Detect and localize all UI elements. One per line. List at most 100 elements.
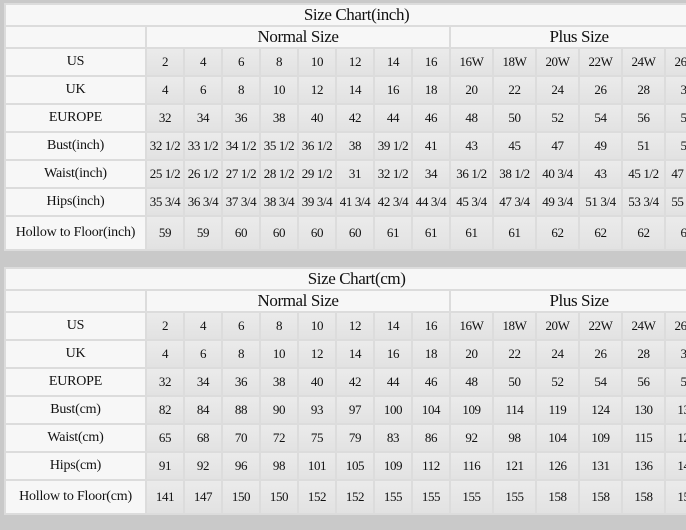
row-label: Waist(cm) — [6, 425, 145, 451]
size-value: 14 — [337, 77, 373, 103]
size-value: 61 — [413, 217, 449, 249]
size-value: 16W — [451, 313, 492, 339]
size-value: 22 — [494, 77, 535, 103]
size-value: 8 — [223, 77, 259, 103]
size-value: 52 — [537, 105, 578, 131]
size-value: 43 — [451, 133, 492, 159]
size-value: 36 1/2 — [299, 133, 335, 159]
size-value: 44 3/4 — [413, 189, 449, 215]
size-value: 109 — [580, 425, 621, 451]
size-value: 24W — [623, 313, 664, 339]
size-value: 60 — [223, 217, 259, 249]
size-value: 61 — [494, 217, 535, 249]
size-value: 38 — [261, 369, 297, 395]
size-value: 10 — [299, 49, 335, 75]
size-value: 141 — [666, 453, 686, 479]
size-value: 36 — [223, 369, 259, 395]
size-value: 46 — [413, 105, 449, 131]
size-value: 158 — [580, 481, 621, 513]
size-value: 109 — [375, 453, 411, 479]
size-value: 47 3/4 — [494, 189, 535, 215]
table-row: Bust(inch) 32 1/2 33 1/2 34 1/2 35 1/2 36 1/2… — [6, 133, 686, 159]
size-value: 59 — [185, 217, 221, 249]
size-value: 16W — [451, 49, 492, 75]
row-label: EUROPE — [6, 105, 145, 131]
size-value: 88 — [223, 397, 259, 423]
table-row: Bust(cm) 82 84 88 90 93 97 100 104 109 114 119 124 13… — [6, 397, 686, 423]
size-value: 32 1/2 — [147, 133, 183, 159]
chart-title: Size Chart(cm) — [6, 269, 686, 289]
size-value: 124 — [580, 397, 621, 423]
size-value: 24W — [623, 49, 664, 75]
size-value: 90 — [261, 397, 297, 423]
row-label: EUROPE — [6, 369, 145, 395]
size-value: 31 — [337, 161, 373, 187]
size-value: 20 — [451, 77, 492, 103]
size-value: 97 — [337, 397, 373, 423]
size-value: 10 — [261, 77, 297, 103]
size-value: 6 — [185, 77, 221, 103]
size-value: 14 — [337, 341, 373, 367]
size-value: 65 — [147, 425, 183, 451]
size-value: 59 — [147, 217, 183, 249]
size-value: 26 — [580, 77, 621, 103]
size-value: 115 — [623, 425, 664, 451]
size-value: 62 — [666, 217, 686, 249]
size-value: 28 — [623, 341, 664, 367]
size-value: 22W — [580, 49, 621, 75]
size-value: 42 — [337, 369, 373, 395]
size-group-row: Normal Size Plus Size — [6, 291, 686, 311]
size-value: 61 — [451, 217, 492, 249]
size-value: 34 — [185, 105, 221, 131]
empty-header-cell — [6, 27, 145, 47]
size-value: 22W — [580, 313, 621, 339]
size-value: 155 — [375, 481, 411, 513]
size-value: 8 — [261, 49, 297, 75]
size-value: 26W — [666, 49, 686, 75]
size-value: 121 — [666, 425, 686, 451]
size-value: 104 — [413, 397, 449, 423]
size-value: 49 3/4 — [537, 189, 578, 215]
size-value: 58 — [666, 105, 686, 131]
size-value: 2 — [147, 49, 183, 75]
size-value: 50 — [494, 369, 535, 395]
size-value: 8 — [261, 313, 297, 339]
size-value: 20W — [537, 313, 578, 339]
size-value: 56 — [623, 369, 664, 395]
size-value: 8 — [223, 341, 259, 367]
size-value: 126 — [537, 453, 578, 479]
size-value: 54 — [580, 105, 621, 131]
row-label: Hollow to Floor(cm) — [6, 481, 145, 513]
size-value: 4 — [185, 313, 221, 339]
size-value: 56 — [623, 105, 664, 131]
size-value: 24 — [537, 77, 578, 103]
size-value: 135 — [666, 397, 686, 423]
size-value: 18 — [413, 341, 449, 367]
table-row: UK4681012141618202224262830 — [6, 77, 686, 103]
title-row: Size Chart(inch) — [6, 5, 686, 25]
size-value: 92 — [185, 453, 221, 479]
size-value: 141 — [147, 481, 183, 513]
size-value: 33 1/2 — [185, 133, 221, 159]
size-value: 38 — [261, 105, 297, 131]
size-value: 29 1/2 — [299, 161, 335, 187]
row-label: Hollow to Floor(inch) — [6, 217, 145, 249]
table-row: EUROPE3234363840424446485052545658 — [6, 369, 686, 395]
size-value: 12 — [337, 49, 373, 75]
size-value: 98 — [494, 425, 535, 451]
size-value: 158 — [537, 481, 578, 513]
size-value: 155 — [413, 481, 449, 513]
size-value: 48 — [451, 105, 492, 131]
size-chart-cm: Size Chart(cm) Normal Size Plus Size US 2 4 6 8… — [4, 267, 686, 515]
size-value: 155 — [451, 481, 492, 513]
title-row: Size Chart(cm) — [6, 269, 686, 289]
size-value: 6 — [223, 49, 259, 75]
row-label: UK — [6, 341, 145, 367]
size-value: 131 — [580, 453, 621, 479]
size-value: 4 — [147, 77, 183, 103]
size-value: 38 1/2 — [494, 161, 535, 187]
size-value: 68 — [185, 425, 221, 451]
size-value: 43 — [580, 161, 621, 187]
size-value: 36 1/2 — [451, 161, 492, 187]
size-value: 119 — [537, 397, 578, 423]
